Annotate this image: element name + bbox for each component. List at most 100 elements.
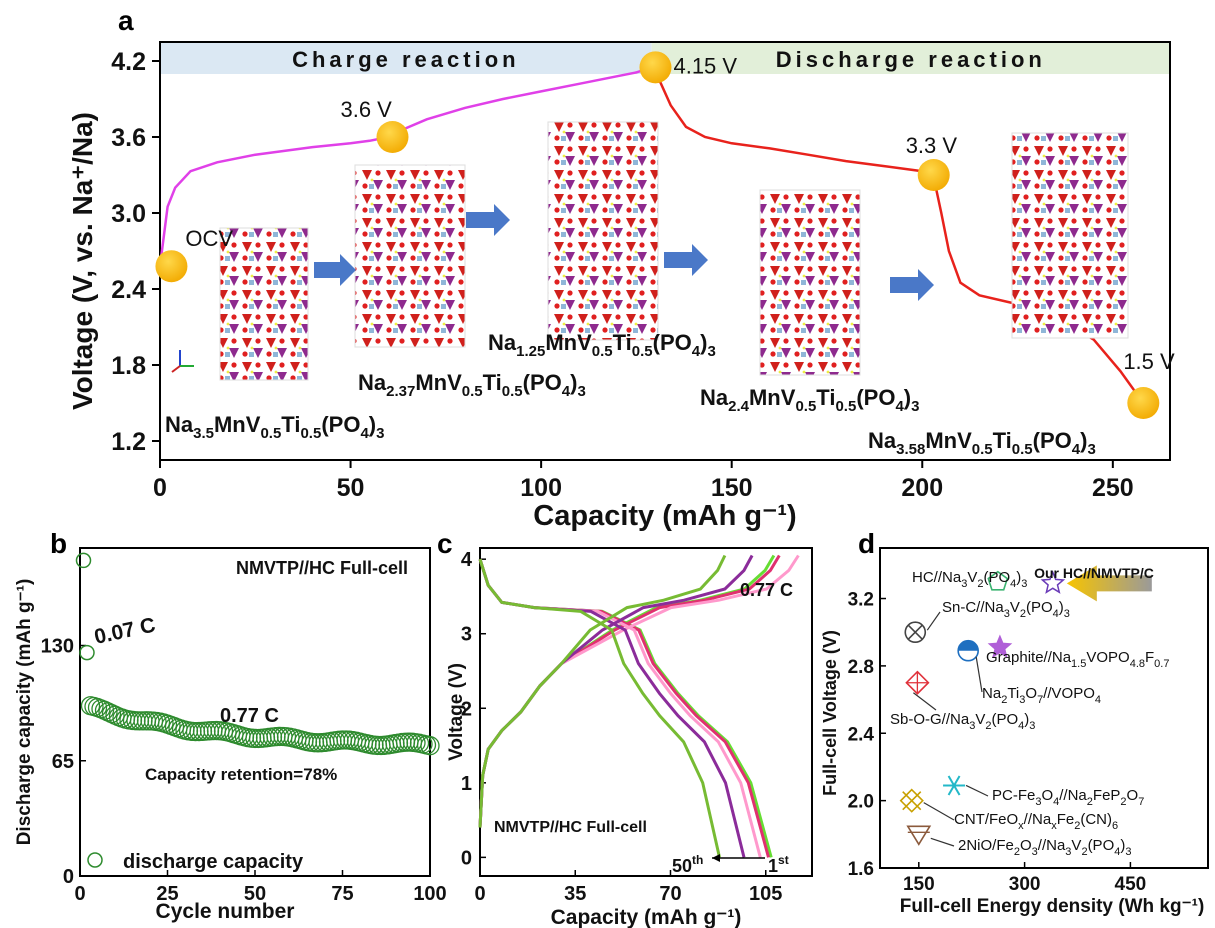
state-point bbox=[376, 121, 409, 153]
y-tick-label: 4 bbox=[461, 549, 473, 571]
legend-label: discharge capacity bbox=[123, 851, 304, 873]
state-point bbox=[639, 51, 672, 84]
x-axis-title: Full-cell Energy density (Wh kg⁻¹) bbox=[900, 896, 1205, 917]
panel-b: b 0 25 50 75 100 0 65 130 Cycle number Discharge … bbox=[14, 528, 447, 923]
cross-mark bbox=[902, 791, 922, 811]
label-part: V bbox=[967, 569, 977, 586]
subscript: 3 bbox=[961, 578, 967, 590]
data-point bbox=[79, 644, 95, 661]
label-part: Sn-C//Na bbox=[942, 599, 1004, 616]
panel-letter-d: d bbox=[858, 528, 875, 559]
formula-part: MnV bbox=[214, 412, 261, 437]
label-part: VOPO bbox=[1086, 649, 1129, 666]
subscript: 1.5 bbox=[1071, 658, 1086, 670]
triangle-marker bbox=[906, 825, 932, 846]
x-tick-label: 250 bbox=[1092, 474, 1134, 502]
structure-4-15v bbox=[547, 121, 659, 341]
point-label: Sn-C//Na3V2(PO4)3 bbox=[942, 599, 1070, 620]
subscript: 3 bbox=[376, 425, 384, 442]
subscript: 2 bbox=[1020, 608, 1026, 620]
label-part: Graphite//Na bbox=[986, 649, 1072, 666]
y-tick-label: 3 bbox=[461, 624, 472, 646]
subscript: 7 bbox=[1037, 694, 1043, 706]
formula-part: Ti bbox=[613, 330, 632, 355]
label-part: ) bbox=[1059, 599, 1064, 616]
structure-3-6v bbox=[354, 164, 466, 348]
subscript: 2.4 bbox=[728, 398, 750, 415]
pointer-line bbox=[965, 784, 989, 797]
subscript: 6 bbox=[1112, 820, 1118, 832]
y-tick-label: 0 bbox=[63, 866, 74, 888]
subscript: 3 bbox=[1064, 608, 1070, 620]
structure-ocv bbox=[219, 227, 309, 381]
subscript: 2 bbox=[1014, 846, 1020, 858]
y-tick-label: 1.2 bbox=[111, 428, 146, 456]
cell-label: NMVTP//HC Full-cell bbox=[236, 558, 408, 578]
label-part: //Na bbox=[1024, 811, 1052, 828]
formula-part: ) bbox=[369, 412, 376, 437]
y-tick-label: 2 bbox=[461, 698, 472, 720]
y-tick-label: 0 bbox=[461, 847, 472, 869]
x-tick-label: 0 bbox=[474, 883, 485, 905]
compound-formula: Na3.58​MnV0.5​Ti0.5​(PO4​)3​ bbox=[868, 428, 1096, 458]
label-part: ) bbox=[1120, 837, 1125, 854]
label-part: (PO bbox=[1088, 837, 1115, 854]
x-tick-label: 25 bbox=[156, 883, 178, 905]
subscript: 3 bbox=[1035, 796, 1041, 808]
comparison-plot: 150 300 450 1.6 2.0 2.4 2.8 3.2 Full-cell Energy… bbox=[820, 547, 1209, 917]
pointer-line bbox=[923, 802, 955, 821]
subscript: 3 bbox=[1032, 846, 1038, 858]
arrow-right-icon bbox=[664, 244, 708, 276]
state-point bbox=[917, 159, 950, 191]
panel-letter-a: a bbox=[118, 5, 134, 36]
y-axis-title: Voltage (V, vs. Na⁺/Na) bbox=[67, 112, 98, 410]
cell-label: NMVTP//HC Full-cell bbox=[494, 819, 647, 836]
label-part: ) bbox=[1024, 711, 1029, 728]
formula-part: Na bbox=[868, 428, 897, 453]
formula-part: MnV bbox=[415, 370, 462, 395]
subscript: 4 bbox=[360, 425, 369, 442]
state-label: 3.3 V bbox=[906, 133, 958, 158]
subscript: 4 bbox=[1072, 441, 1081, 458]
x-tick-label: 150 bbox=[903, 874, 935, 895]
x-tick-label: 105 bbox=[749, 883, 782, 905]
subscript: 0.5 bbox=[632, 343, 653, 360]
subscript: 2 bbox=[1087, 796, 1093, 808]
x-tick-label: 300 bbox=[1009, 874, 1041, 895]
subscript: 2 bbox=[1120, 796, 1126, 808]
subscript: 4 bbox=[692, 343, 701, 360]
formula-part: Na bbox=[165, 412, 194, 437]
point-label: 2NiO/Fe2O3//Na3V2(PO4)3 bbox=[958, 837, 1131, 858]
subscript: 3 bbox=[1029, 720, 1035, 732]
charge-discharge-plot: 0 35 70 105 0 1 2 3 4 Capacity (mAh g⁻¹) Voltage (… bbox=[446, 547, 813, 928]
formula-part: ) bbox=[700, 330, 707, 355]
x-axis-title: Capacity (mAh g⁻¹) bbox=[533, 500, 796, 532]
y-tick-label: 3.2 bbox=[848, 590, 874, 611]
state-label: 4.15 V bbox=[673, 53, 737, 78]
state-label: 3.6 V bbox=[340, 97, 392, 122]
discharge-curve bbox=[478, 558, 721, 858]
formula-part: (PO bbox=[523, 370, 562, 395]
superscript: th bbox=[692, 853, 703, 867]
pointer-line bbox=[930, 837, 955, 847]
label-part: Ti bbox=[1007, 685, 1019, 702]
label-part: O bbox=[1127, 787, 1139, 804]
label-part: FeP bbox=[1093, 787, 1121, 804]
label-part: O bbox=[1025, 685, 1037, 702]
subscript: 0.5 bbox=[592, 343, 613, 360]
subscript: 0.5 bbox=[1012, 441, 1033, 458]
data-point bbox=[75, 552, 92, 569]
reaction-bands: Charge reaction Discharge reaction bbox=[160, 42, 1170, 74]
subscript: x bbox=[1051, 820, 1057, 832]
label-part: Na bbox=[982, 685, 1002, 702]
diamond-marker bbox=[899, 788, 924, 813]
formula-part: Na bbox=[488, 330, 517, 355]
subscript: 0.7 bbox=[1154, 658, 1169, 670]
subscript: 7 bbox=[1138, 796, 1144, 808]
label-part: O bbox=[1020, 837, 1032, 854]
formula-part: (PO bbox=[1033, 428, 1072, 453]
band-label: Charge reaction bbox=[292, 47, 520, 72]
subscript: 3 bbox=[1087, 441, 1095, 458]
x-tick-label: 50 bbox=[244, 883, 266, 905]
x-axis-title: Capacity (mAh g⁻¹) bbox=[551, 906, 742, 928]
